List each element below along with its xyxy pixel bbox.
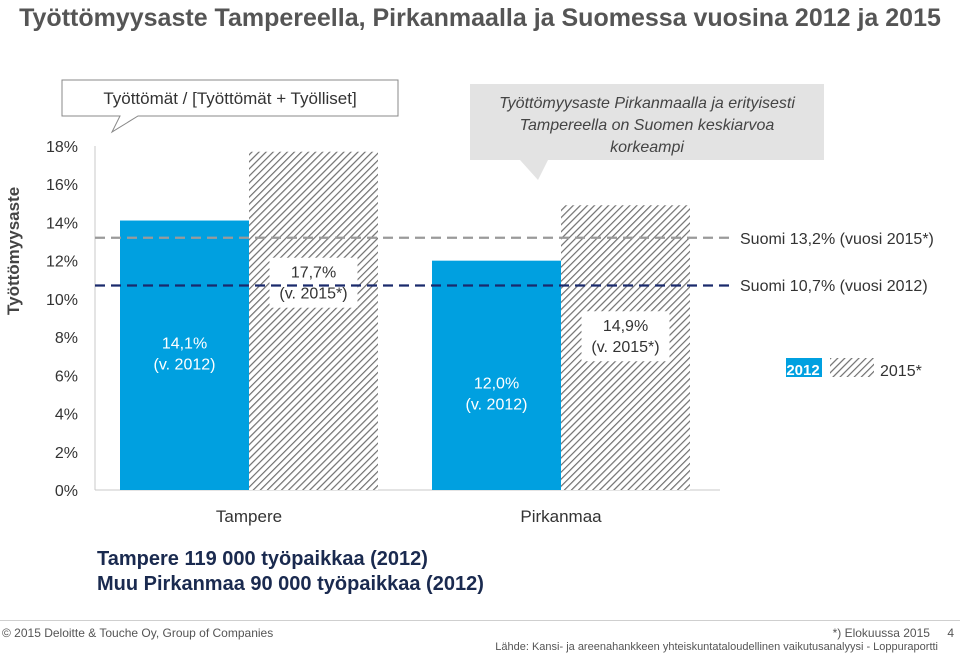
footnote: *) Elokuussa 2015 <box>832 626 930 640</box>
y-tick-label: 10% <box>46 292 78 309</box>
reference-label-2015: Suomi 13,2% (vuosi 2015*) <box>740 231 934 248</box>
y-tick-label: 0% <box>55 483 78 500</box>
footer-right: *) Elokuussa 2015 4 <box>833 626 954 640</box>
insight-line-3: korkeampi <box>610 139 684 156</box>
footer-rule <box>0 620 960 621</box>
data-label-bg <box>269 257 358 308</box>
y-tick-label: 4% <box>55 407 78 424</box>
formula-callout-box <box>61 79 399 134</box>
legend-label-2015: 2015* <box>880 363 922 380</box>
y-tick-label: 16% <box>46 177 78 194</box>
formula-callout: Työttömät / [Työttömät + Työlliset] <box>61 79 399 134</box>
data-label: 17,7% <box>291 265 336 282</box>
formula-text: Työttömät / [Työttömät + Työlliset] <box>103 89 356 108</box>
category-label-tampere: Tampere <box>216 507 282 526</box>
data-label: 12,0% <box>474 376 519 393</box>
y-tick-label: 14% <box>46 215 78 232</box>
data-label: (v. 2012) <box>154 357 216 374</box>
y-tick-label: 12% <box>46 254 78 271</box>
bar-2015-tampere <box>249 151 378 490</box>
category-label-pirkanmaa: Pirkanmaa <box>520 507 602 526</box>
y-tick-label: 8% <box>55 330 78 347</box>
y-axis-title: Työttömyysaste <box>4 186 23 315</box>
y-tick-label: 18% <box>46 139 78 156</box>
chart: Työttömät / [Työttömät + Työlliset] Työt… <box>46 79 934 526</box>
legend-swatch-2012 <box>786 358 822 377</box>
data-label: 14,1% <box>162 336 207 353</box>
insight-callout-box <box>470 84 824 180</box>
legend: 2012 2015* <box>786 358 922 380</box>
bar-2012-pirkanmaa <box>432 260 561 490</box>
insight-callout: Työttömyysaste Pirkanmaalla ja erityises… <box>470 84 824 180</box>
data-label: (v. 2012) <box>466 397 528 414</box>
data-label: 14,9% <box>603 318 648 335</box>
plot-area: 0% 2% 4% 6% 8% 10% 12% 14% 16% 18% 14,1% (v. 2012) 1… <box>46 139 732 500</box>
jobs-note-line-1: Tampere 119 000 työpaikkaa (2012) <box>97 548 428 570</box>
bar-2012-tampere <box>120 220 249 491</box>
page-number: 4 <box>947 626 954 640</box>
jobs-note: Tampere 119 000 työpaikkaa (2012) Muu Pi… <box>97 547 484 597</box>
copyright: © 2015 Deloitte & Touche Oy, Group of Co… <box>2 626 274 640</box>
jobs-note-line-2: Muu Pirkanmaa 90 000 työpaikkaa (2012) <box>97 573 484 595</box>
y-tick-label: 2% <box>55 445 78 462</box>
data-label: (v. 2015*) <box>279 286 347 303</box>
source-note: Lähde: Kansi- ja areenahankkeen yhteisku… <box>495 641 938 653</box>
insight-line-2: Tampereella on Suomen keskiarvoa <box>520 117 775 134</box>
legend-label-2012: 2012 <box>786 362 819 379</box>
reference-label-2012: Suomi 10,7% (vuosi 2012) <box>740 278 928 295</box>
y-tick-label: 6% <box>55 368 78 385</box>
data-label-bg <box>581 311 670 362</box>
insight-line-1: Työttömyysaste Pirkanmaalla ja erityises… <box>499 95 795 112</box>
legend-swatch-2015 <box>830 358 874 377</box>
chart-title: Työttömyysaste Tampereella, Pirkanmaalla… <box>19 4 941 32</box>
data-label: (v. 2015*) <box>591 339 659 356</box>
